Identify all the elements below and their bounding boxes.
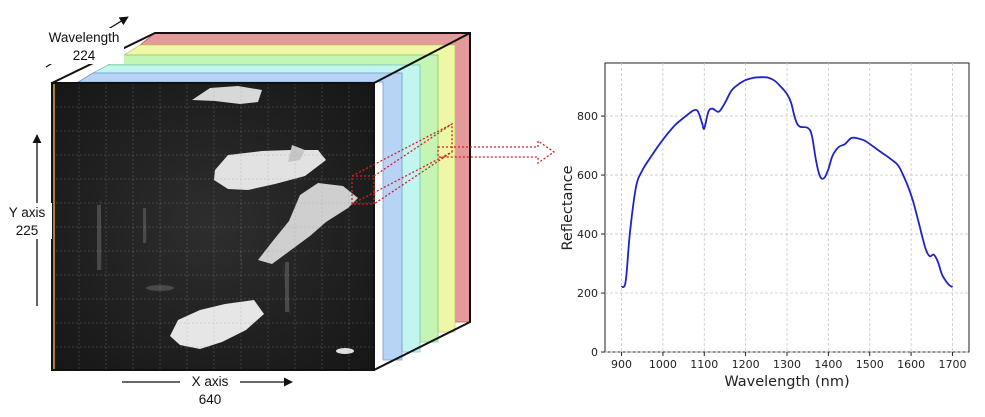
y-tick-label: 0: [591, 346, 598, 359]
reflectance-chart: 900 1000 1100 1200 1300 1400 1500 1600 1700 0 200 4…: [560, 62, 970, 390]
x-tick-label: 1200: [732, 358, 760, 371]
hyperspectral-cube: Wavelength 224 Y axis 225 X axis 640: [2, 16, 556, 407]
chart-ticks: 900 1000 1100 1200 1300 1400 1500 1600 1700 0 200 4…: [577, 110, 966, 371]
wavelength-label: Wavelength: [49, 30, 120, 45]
y-axis-count: 225: [16, 223, 39, 238]
pixel-spectrum-extraction: [351, 122, 556, 206]
x-tick-label: 1600: [897, 358, 925, 371]
x-tick-label: 1500: [856, 358, 884, 371]
x-axis-label: X axis: [192, 374, 229, 389]
y-axis-dimension: Y axis 225: [2, 134, 52, 306]
y-tick-label: 200: [577, 287, 598, 300]
y-axis-title: Reflectance: [560, 165, 576, 250]
y-tick-label: 800: [577, 110, 598, 123]
x-tick-label: 900: [611, 358, 632, 371]
wavelength-count: 224: [73, 48, 96, 63]
x-axis-title: Wavelength (nm): [724, 374, 849, 390]
x-tick-label: 1000: [649, 358, 677, 371]
wavelength-dimension: Wavelength 224: [44, 16, 129, 68]
spectrum-arrow: [437, 139, 556, 165]
x-tick-label: 1700: [938, 358, 966, 371]
x-axis-dimension: X axis 640: [122, 372, 293, 407]
y-axis-label: Y axis: [9, 205, 46, 220]
x-tick-label: 1400: [814, 358, 842, 371]
reflectance-series-line: [620, 76, 954, 289]
y-tick-label: 400: [577, 228, 598, 241]
x-axis-count: 640: [199, 392, 222, 407]
x-tick-label: 1300: [773, 358, 801, 371]
chart-grid: [605, 63, 969, 353]
y-tick-label: 600: [577, 169, 598, 182]
cube-band-layers: [76, 32, 471, 361]
cube-front-image: [52, 83, 374, 370]
x-tick-label: 1100: [690, 358, 718, 371]
